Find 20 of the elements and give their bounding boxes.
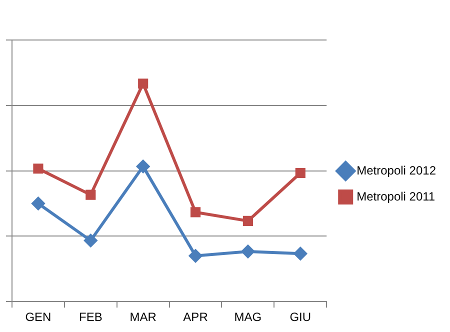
point xyxy=(138,78,148,89)
point xyxy=(84,234,98,248)
legend-label: Metropoli 2011 xyxy=(356,189,436,204)
point xyxy=(295,168,306,178)
x-tick-label: MAG xyxy=(234,310,262,324)
legend-label: Metropoli 2012 xyxy=(356,163,436,178)
x-tick-label: FEB xyxy=(78,310,102,324)
point xyxy=(136,160,150,173)
point xyxy=(294,247,307,260)
point xyxy=(33,164,44,174)
point xyxy=(189,249,202,262)
point xyxy=(190,207,201,218)
point xyxy=(242,216,253,226)
x-tick-label: GEN xyxy=(25,310,52,324)
x-tick-label: GIU xyxy=(290,310,312,324)
point xyxy=(86,190,96,200)
x-tick-label: APR xyxy=(183,310,208,324)
point xyxy=(32,197,45,210)
x-tick-label: MAR xyxy=(130,310,157,324)
point xyxy=(241,244,254,258)
